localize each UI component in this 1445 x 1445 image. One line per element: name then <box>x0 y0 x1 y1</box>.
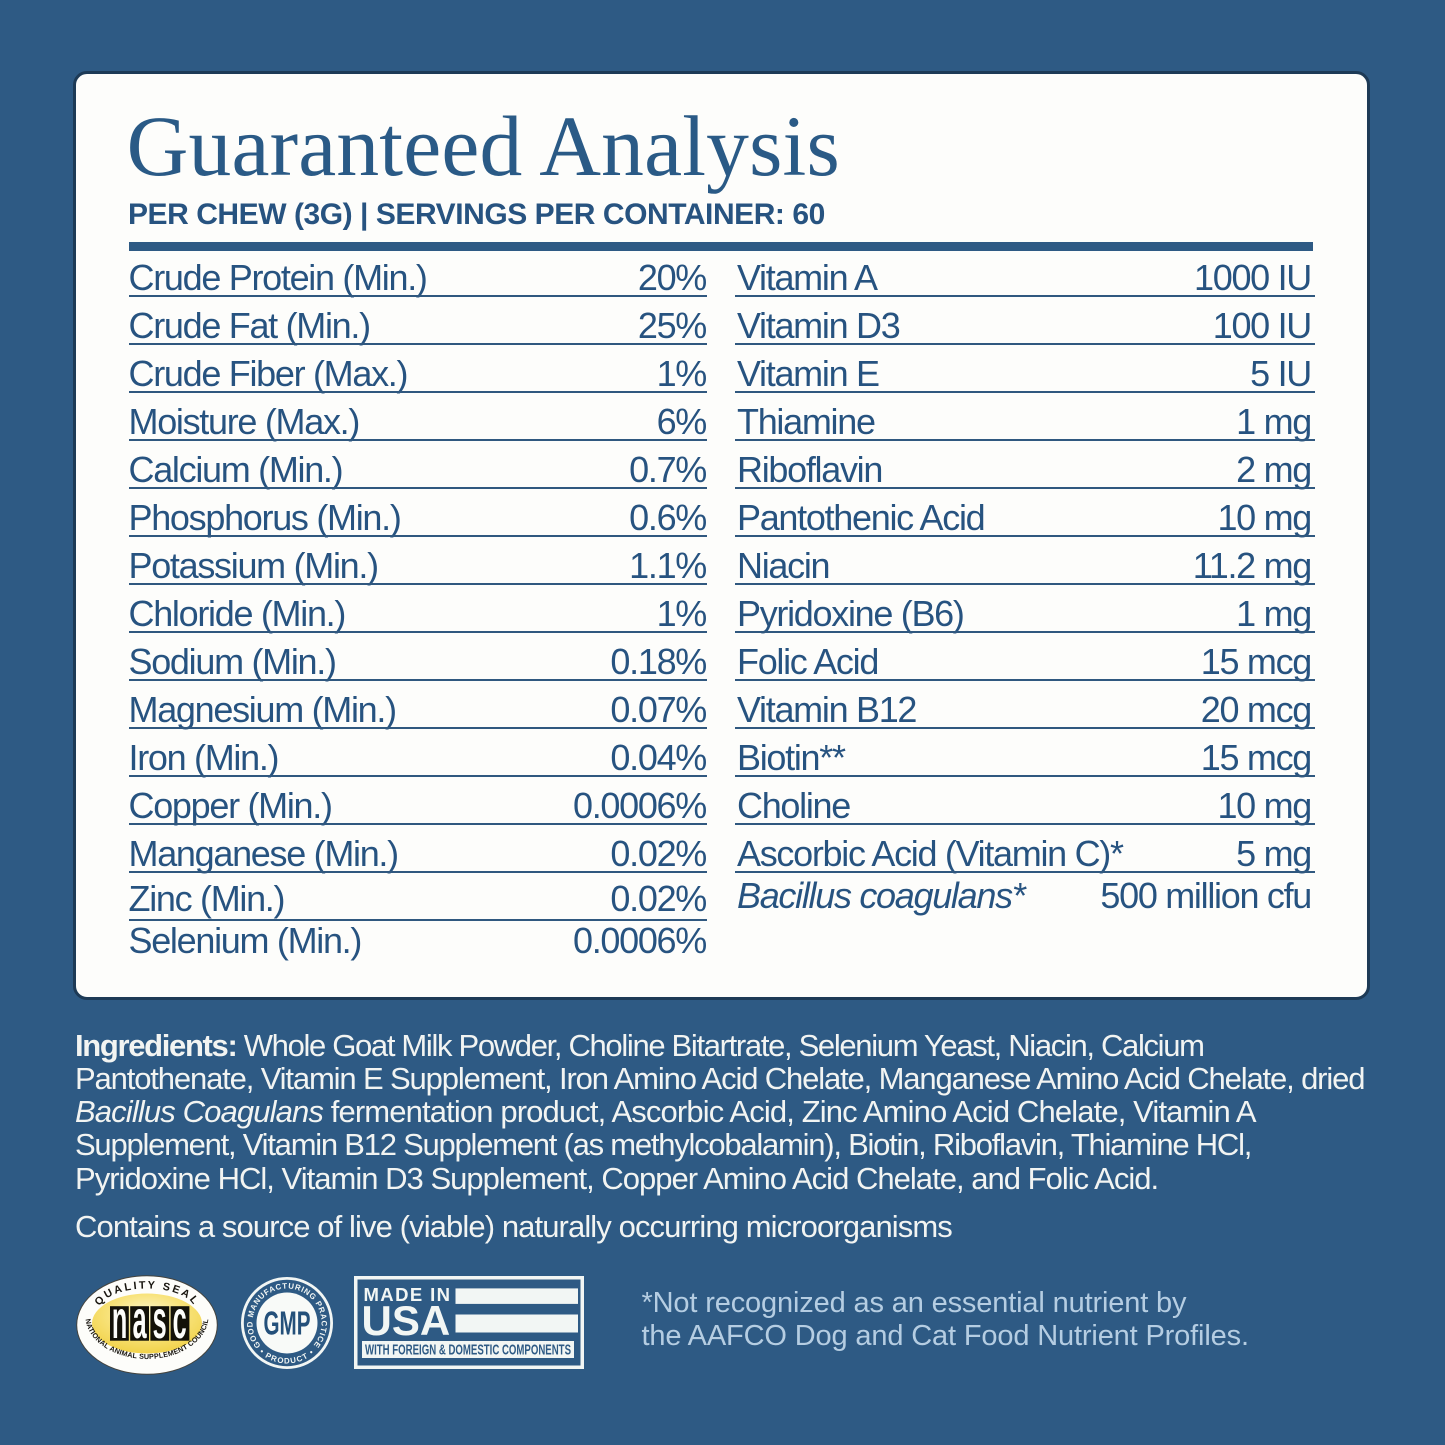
svg-text:USA: USA <box>361 1297 450 1344</box>
svg-text:a: a <box>133 1289 147 1349</box>
svg-text:MADE IN: MADE IN <box>363 1284 451 1305</box>
svg-text:c: c <box>173 1289 187 1349</box>
svg-text:s: s <box>153 1289 167 1349</box>
svg-text:GMP: GMP <box>263 1306 310 1343</box>
svg-text:WITH FOREIGN & DOMESTIC COMPON: WITH FOREIGN & DOMESTIC COMPONENTS <box>365 1342 571 1359</box>
svg-text:n: n <box>112 1289 127 1349</box>
